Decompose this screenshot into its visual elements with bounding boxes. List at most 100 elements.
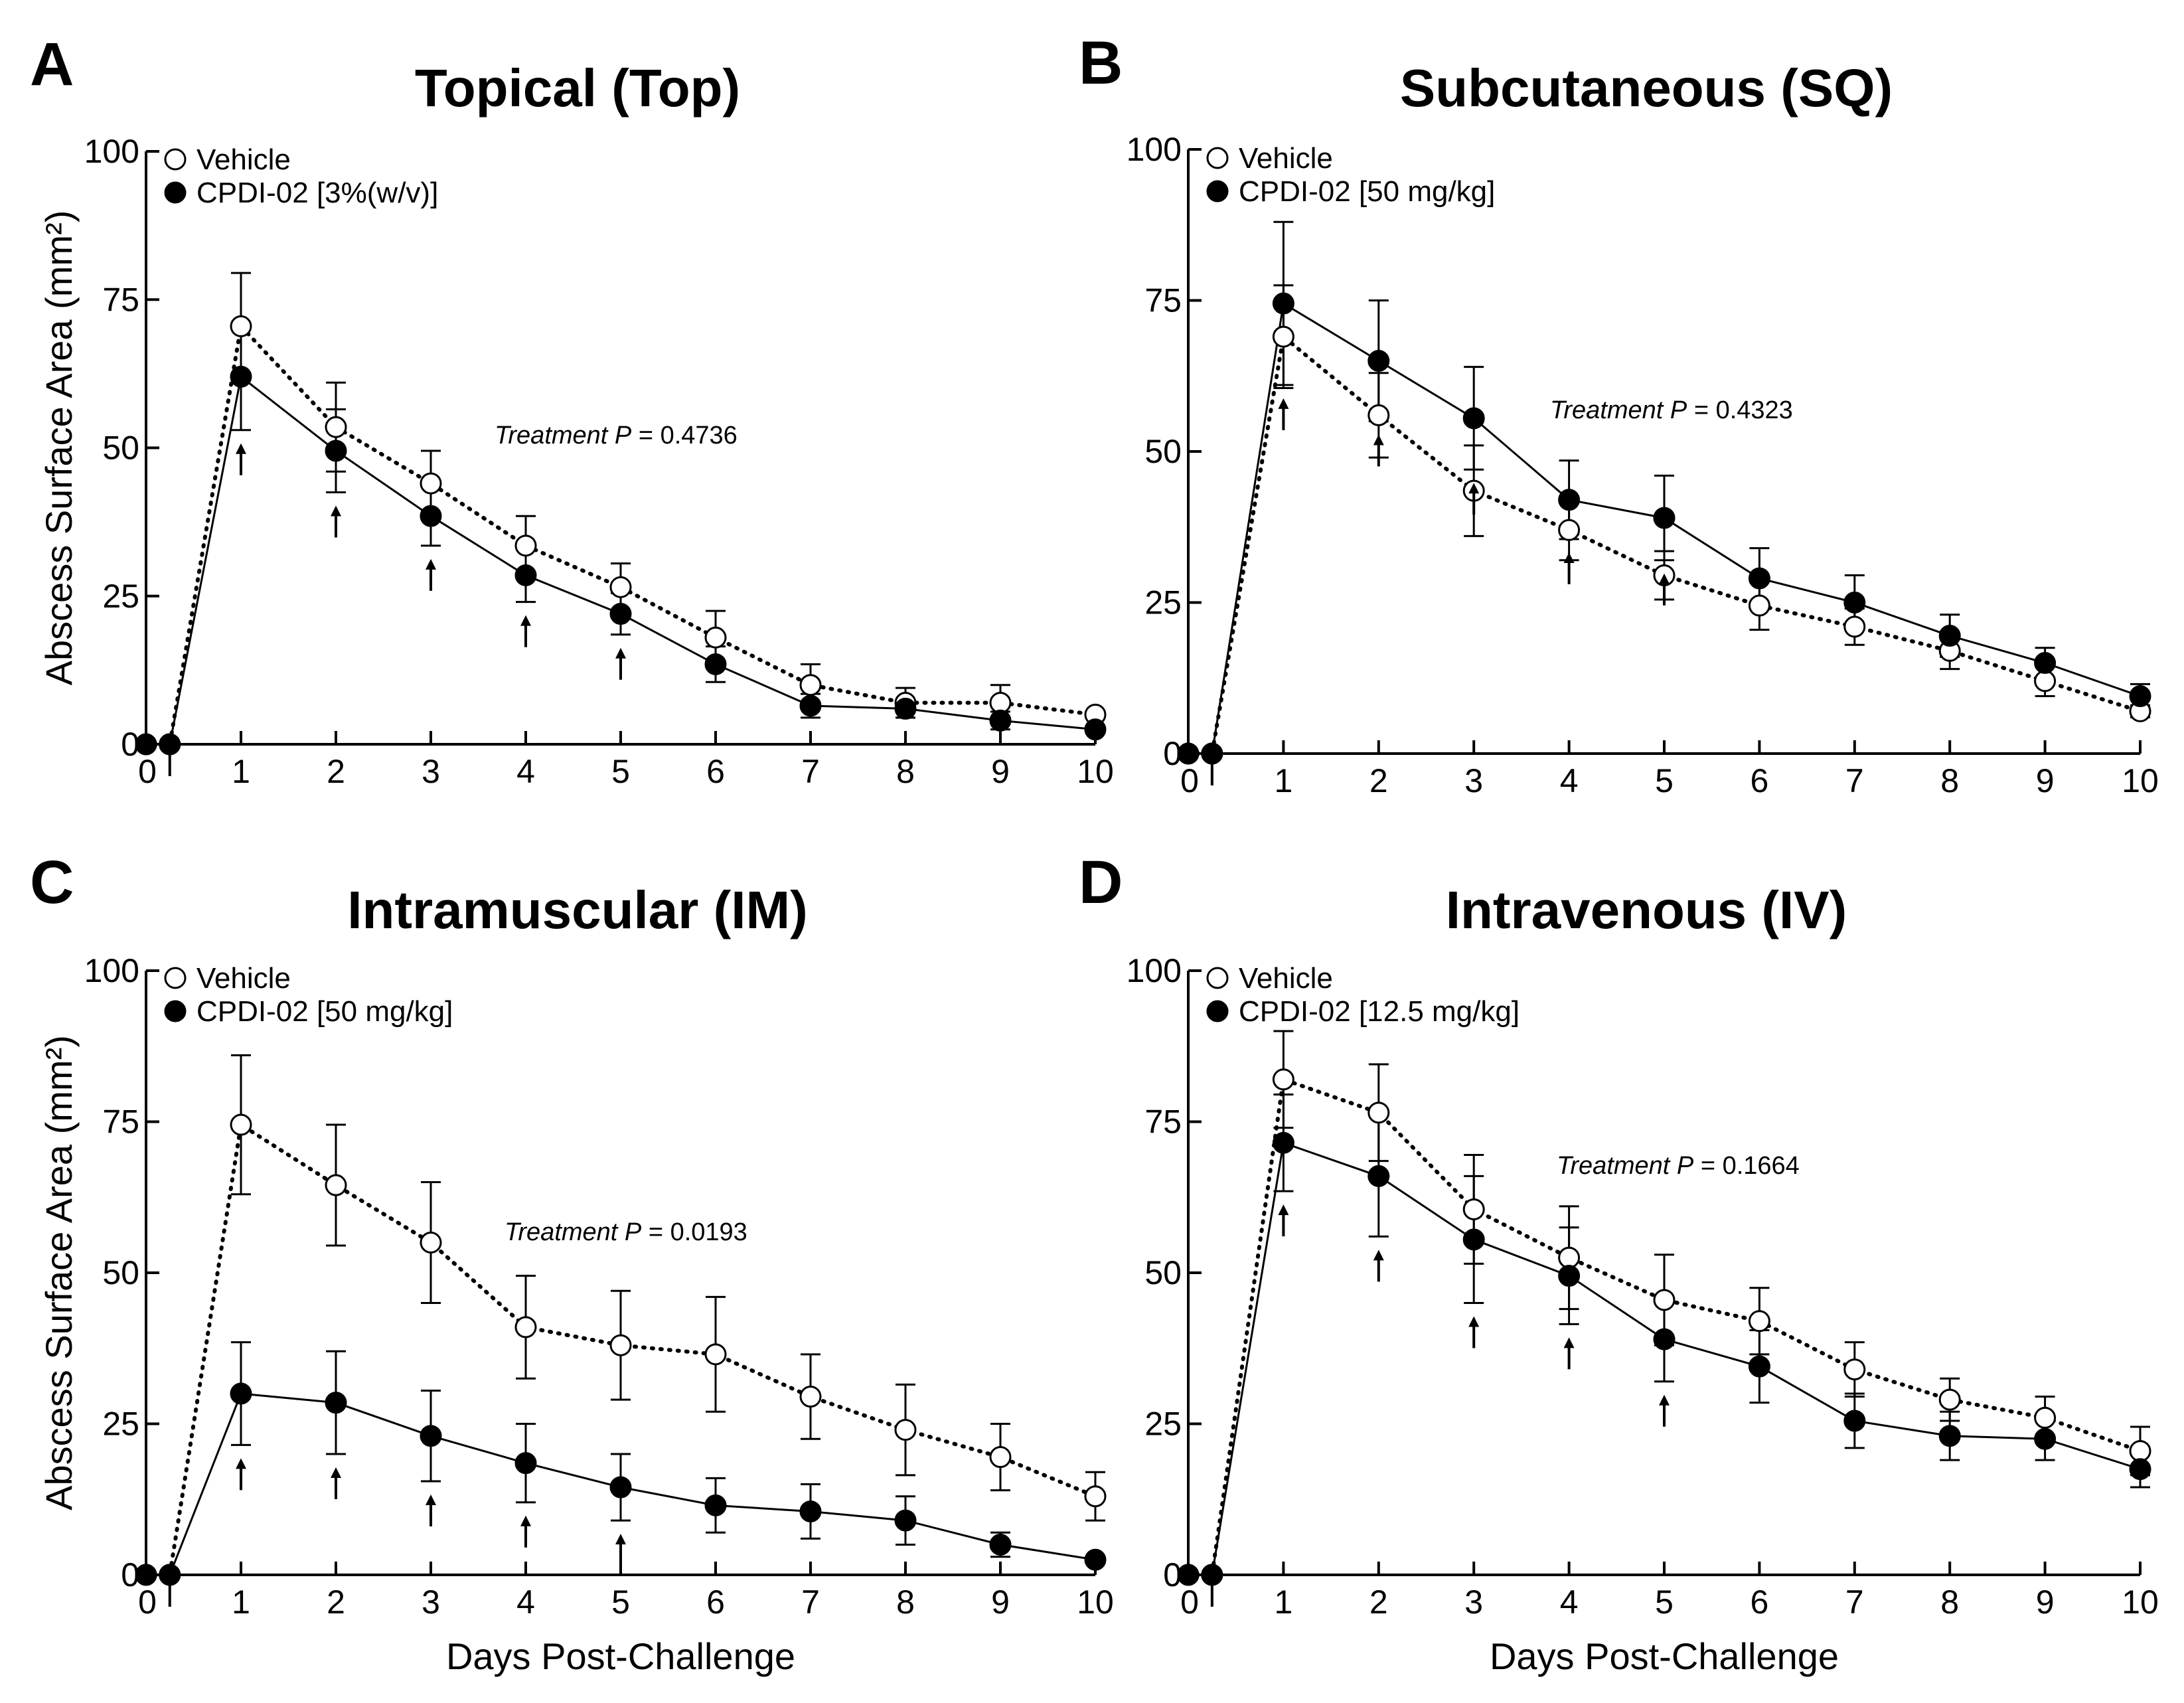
legend-treatment-marker [164,181,187,204]
vehicle-data-point [514,534,537,557]
treatment-data-point [1084,1548,1107,1571]
vehicle-data-point [609,1334,632,1356]
x-tick-label: 2 [327,753,345,790]
x-tick-label: 3 [1464,1583,1483,1621]
dosing-arrow [164,1570,175,1607]
treatment-data-point [2034,652,2057,674]
vehicle-series-line [144,321,1097,746]
dosing-arrow-head [426,1494,436,1505]
y-tick-label: 75 [102,281,139,318]
treatment-p-value: Treatment P = 0.0193 [505,1218,747,1246]
vehicle-data-point [989,1446,1012,1469]
treatment-p-number: = 0.1664 [1693,1152,1800,1180]
vehicle-data-point [1558,1246,1581,1269]
vehicle-data-point [1558,519,1581,541]
dosing-arrow-head [331,505,341,517]
x-tick-label: 9 [2036,1583,2055,1621]
vehicle-data-point [609,576,632,598]
treatment-data-point [609,603,632,625]
panel-title: Intravenous (IV) [1446,880,1847,939]
treatment-data-point [135,733,157,756]
x-tick-label: 2 [327,1583,345,1621]
y-tick-label: 100 [1127,131,1182,168]
treatment-data-point [704,653,727,675]
panel-letter: A [30,31,74,98]
dosing-arrow-head [236,1458,246,1469]
dosing-arrow [520,1515,531,1548]
y-tick-label: 50 [1144,1254,1182,1291]
dosing-arrow-head [236,443,246,454]
legend-treatment-label: CPDI-02 [12.5 mg/kg] [1239,995,1520,1028]
y-tick-label: 100 [84,133,139,170]
x-tick-label: 1 [232,1583,250,1621]
dosing-arrow [1278,398,1289,430]
x-tick-label: 6 [706,753,725,790]
dosing-arrow [1659,573,1670,606]
treatment-data-point [135,1564,157,1586]
x-tick-label: 1 [1274,762,1292,799]
y-tick-label: 25 [1144,584,1182,621]
panel-letter: B [1079,29,1123,97]
x-tick-label: 4 [516,1583,535,1621]
vehicle-data-point [894,1419,917,1441]
vehicle-data-point [1748,1310,1770,1333]
treatment-data-point [1938,625,1961,647]
vehicle-series-line [144,1121,1097,1577]
dosing-arrow [615,1534,626,1566]
dosing-arrow [615,647,626,680]
legend-vehicle-marker [1206,967,1229,989]
treatment-data-point [1462,1228,1485,1251]
treatment-data-point [514,564,537,586]
legend-treatment-marker [1206,1000,1229,1022]
treatment-data-point [514,1452,537,1475]
x-tick-label: 10 [2122,762,2159,799]
x-tick-label: 10 [1077,1583,1114,1621]
dosing-arrow-head [1563,552,1575,563]
treatment-data-point [1367,350,1390,372]
legend-vehicle-label: Vehicle [1239,962,1333,995]
legend-vehicle-label: Vehicle [1239,142,1333,175]
treatment-p-number: = 0.4736 [631,422,738,449]
dosing-arrow [236,443,246,475]
dosing-arrow-head [1373,434,1384,446]
x-tick-label: 1 [1274,1583,1292,1621]
treatment-p-value: Treatment P = 0.1664 [1557,1152,1800,1180]
treatment-data-point [704,1494,727,1516]
x-tick-label: 6 [1750,762,1768,799]
x-tick-label: 9 [991,753,1010,790]
dosing-arrow-head [164,739,175,750]
x-tick-label: 7 [1845,1583,1864,1621]
dosing-arrow-head [520,615,531,626]
dosing-arrow [1278,1204,1289,1237]
vehicle-data-point [1272,325,1294,348]
treatment-data-point [1084,718,1107,741]
treatment-data-point [230,1382,252,1405]
legend-treatment-marker [1206,180,1229,203]
treatment-data-point [1462,407,1485,430]
treatment-data-point [420,1425,442,1447]
panel-title: Topical (Top) [415,58,740,118]
dosing-arrow [426,558,436,591]
x-tick-label: 4 [1560,1583,1579,1621]
vehicle-data-point [1367,404,1390,426]
dosing-arrow [1373,1250,1384,1282]
treatment-data-point [230,365,252,388]
vehicle-data-point [2129,1439,2151,1462]
x-tick-label: 10 [1077,753,1114,790]
vehicle-data-point [1843,615,1866,638]
treatment-data-point [1843,592,1866,613]
y-tick-label: 100 [84,952,139,989]
vehicle-data-point [1843,1358,1866,1381]
dosing-arrow [1563,1337,1575,1370]
dosing-arrow [1206,1570,1217,1607]
vehicle-data-point [230,315,252,337]
treatment-data-point [325,1392,347,1414]
treatment-data-point [1558,489,1581,511]
dosing-arrow [331,1467,341,1499]
dosing-arrow [331,505,341,538]
x-tick-label: 9 [2036,762,2055,799]
x-tick-label: 8 [1940,762,1959,799]
dosing-arrow-head [1278,398,1289,409]
